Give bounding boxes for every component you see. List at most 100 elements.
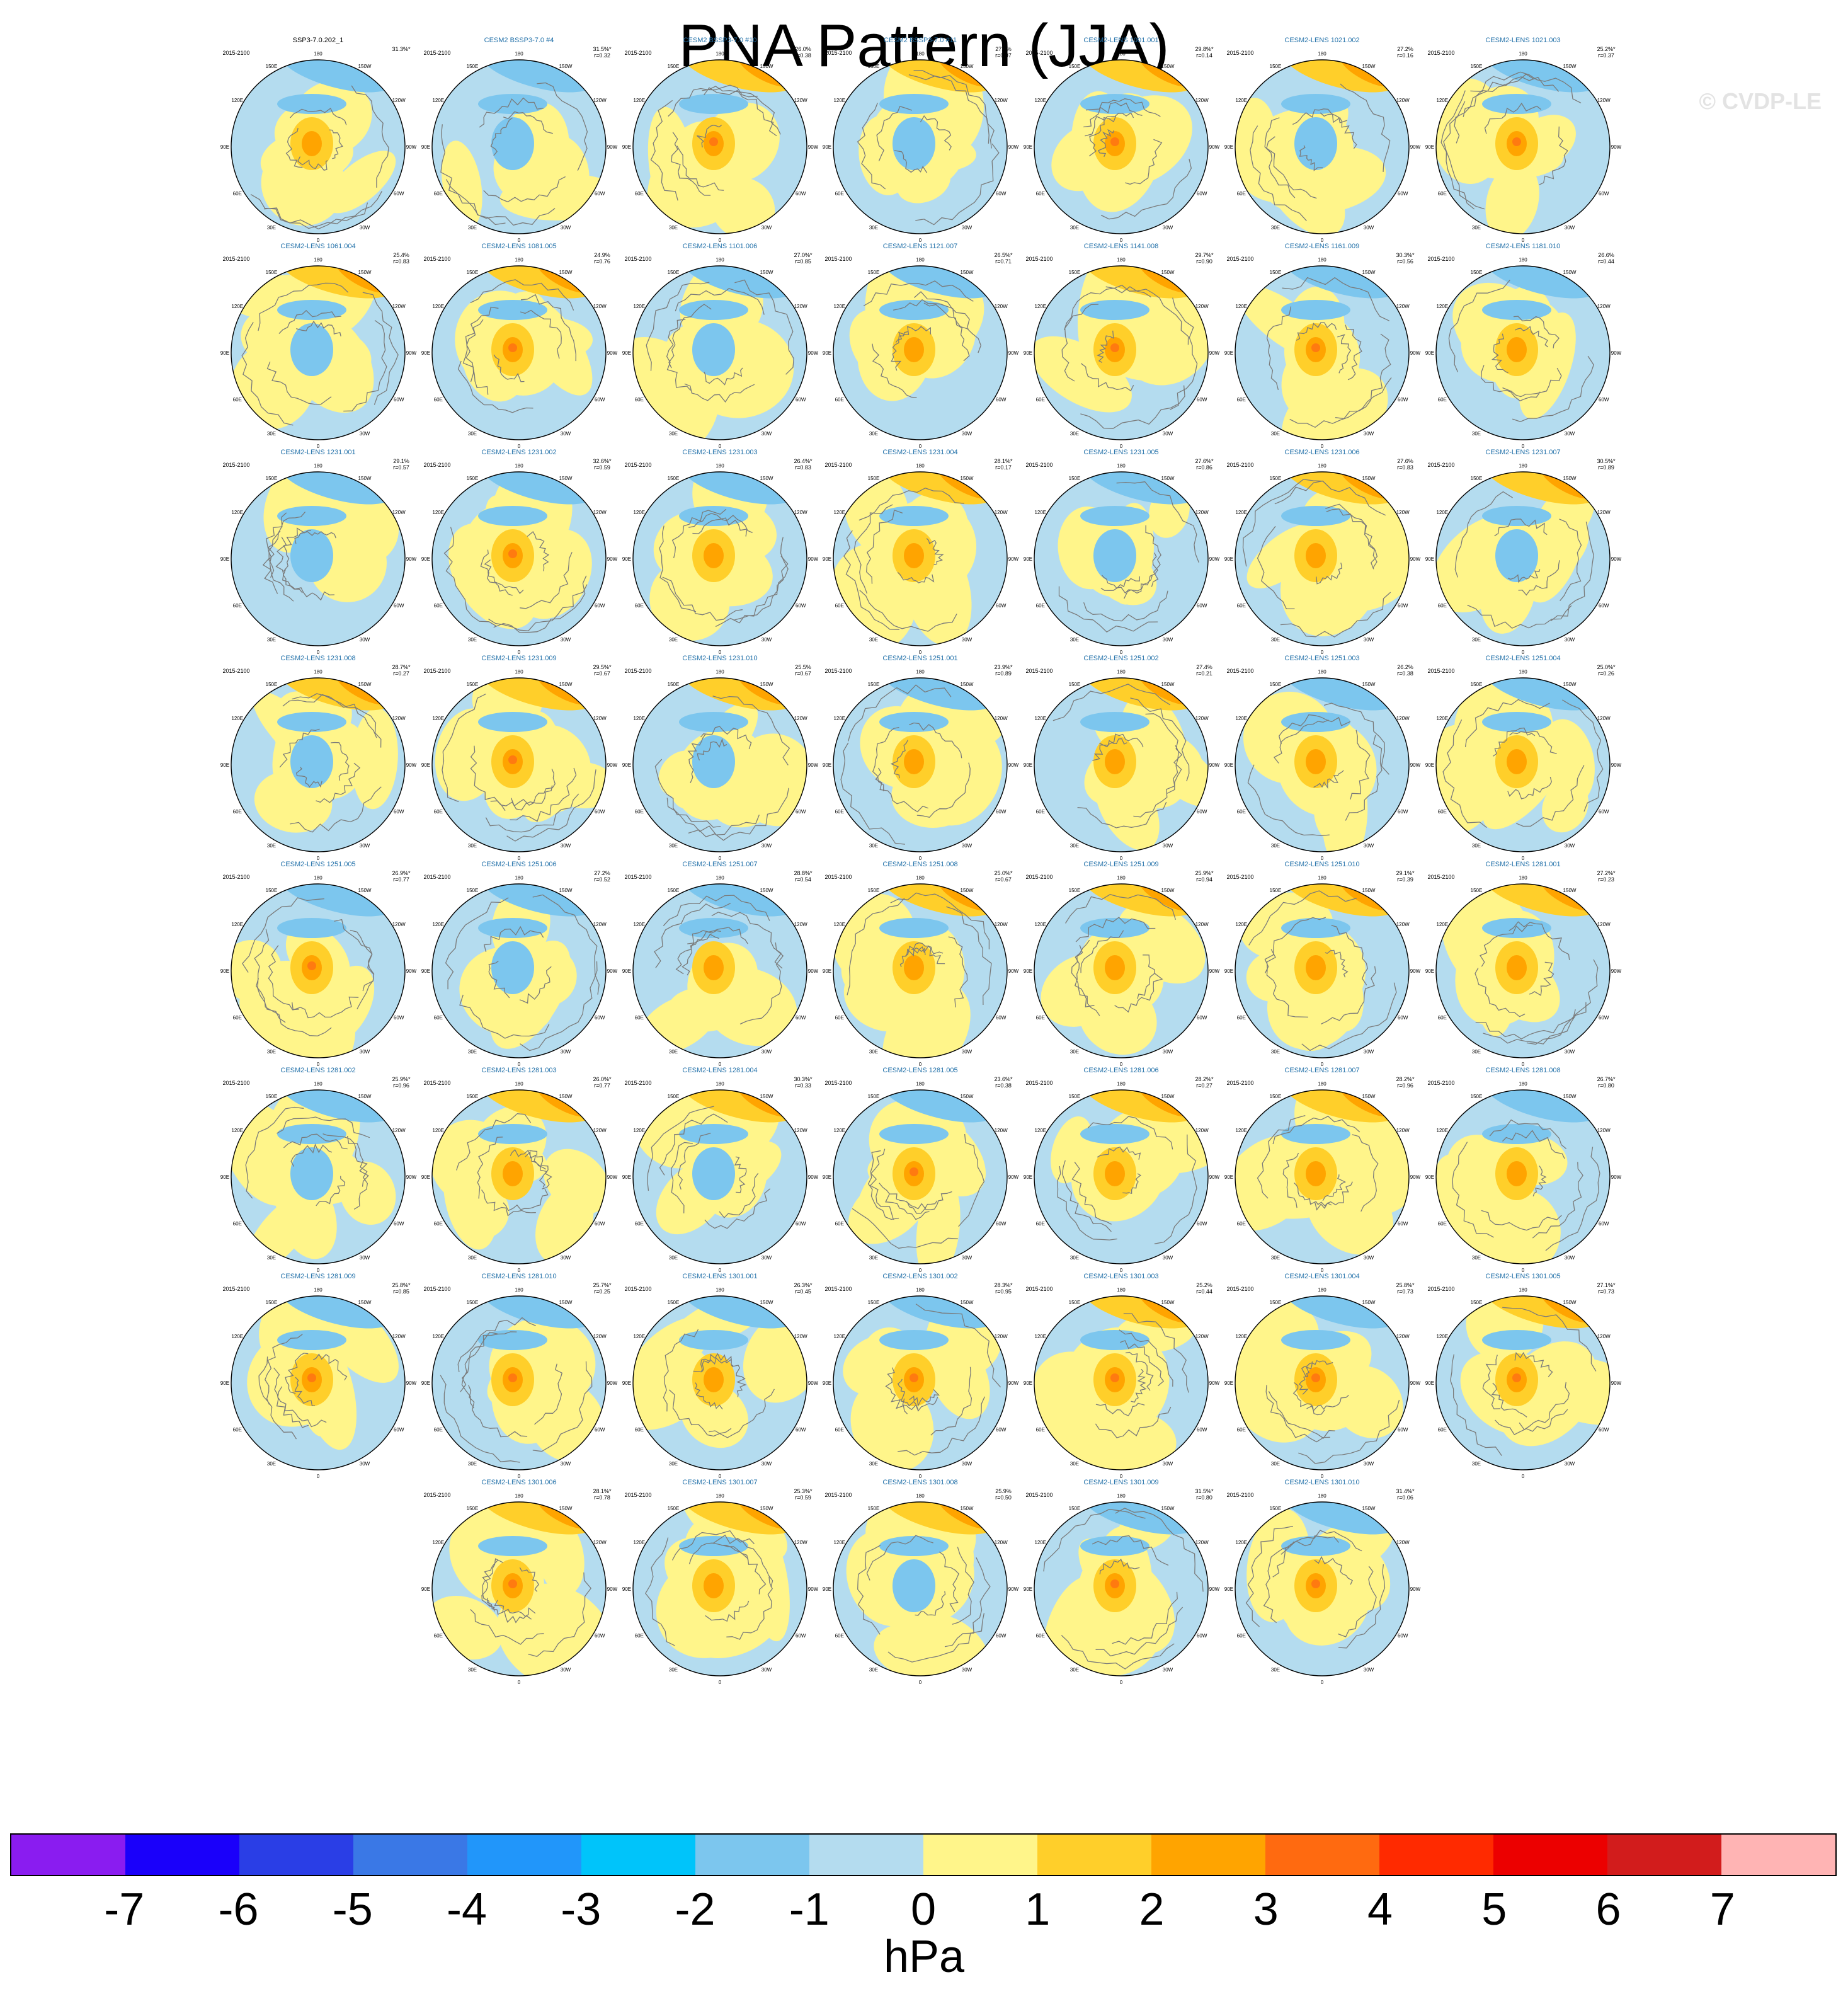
- lon-label: 60E: [635, 397, 644, 403]
- lon-label: 30W: [1364, 225, 1374, 231]
- polar-high-core: [904, 543, 924, 568]
- lon-label: 60E: [835, 397, 844, 403]
- lon-label: 90W: [607, 350, 618, 356]
- map-outline: [1435, 471, 1611, 646]
- lon-label: 30W: [1565, 431, 1575, 437]
- lon-label: 30E: [669, 637, 678, 643]
- lon-label: 90E: [1425, 762, 1434, 768]
- coastlines: [650, 84, 781, 201]
- lon-label: 0: [1321, 238, 1324, 243]
- lon-label: 60W: [595, 603, 605, 609]
- lon-label: 120E: [1235, 304, 1247, 309]
- lon-label: 150E: [266, 64, 278, 69]
- lon-label: 90E: [1425, 144, 1434, 150]
- lon-label: 30E: [1472, 1461, 1481, 1467]
- anomaly-field: [231, 884, 396, 1058]
- panel-title: CESM2-LENS 1251.006: [481, 861, 556, 868]
- lon-label: 120E: [633, 1128, 645, 1133]
- lon-label: 60E: [635, 1427, 644, 1433]
- map-outline: [231, 471, 406, 646]
- lon-label: 0: [317, 1268, 320, 1273]
- lon-label: 120E: [432, 1334, 444, 1339]
- lon-label: 90W: [1410, 762, 1421, 768]
- panel-title: CESM2-LENS 1231.002: [481, 449, 556, 456]
- lon-label: 60W: [796, 191, 806, 197]
- lon-label: 120W: [1396, 1540, 1410, 1545]
- lon-label: 150E: [1069, 682, 1081, 687]
- lon-label: 150W: [1362, 888, 1376, 893]
- lon-label: 120W: [794, 716, 807, 721]
- colorbar-swatch: [1265, 1835, 1379, 1875]
- lon-label: 60E: [434, 191, 443, 197]
- variance-label: 25.0%*: [994, 870, 1013, 876]
- coastlines: [1250, 83, 1391, 222]
- anomaly-field: [633, 1296, 807, 1448]
- lon-label: 90E: [1224, 144, 1233, 150]
- pattern-correlation-label: r=0.59: [795, 1494, 811, 1501]
- pattern-correlation-label: r=0.78: [594, 1494, 610, 1501]
- map-panel: 180 150W 150E 120W 120E 90W 90E 60W 60E 30W 30E 0 CE…: [622, 449, 819, 655]
- coastlines: [847, 892, 992, 1008]
- lon-label: 90E: [1024, 556, 1032, 562]
- panel-title: CESM2-LENS 1281.002: [280, 1067, 355, 1074]
- lon-label: 60E: [635, 809, 644, 815]
- lon-label: 30W: [761, 1049, 772, 1055]
- colorbar-swatch: [11, 1835, 125, 1875]
- pattern-correlation-label: r=0.97: [995, 52, 1012, 59]
- lon-label: 180: [515, 1081, 523, 1087]
- variance-label: 32.6%*: [593, 458, 612, 464]
- lon-label: 120E: [633, 1334, 645, 1339]
- map-outline: [1435, 265, 1611, 440]
- lon-label: 30E: [468, 1049, 477, 1055]
- lon-label: 90W: [1209, 144, 1220, 150]
- lon-label: 150W: [1563, 64, 1577, 69]
- lon-label: 90W: [607, 144, 618, 150]
- period-label: 2015-2100: [423, 1492, 450, 1498]
- map-outline: [1034, 1089, 1209, 1264]
- panel-title: CESM2-LENS 1281.004: [682, 1067, 757, 1074]
- lon-label: 60W: [595, 809, 605, 815]
- lon-label: 150E: [266, 270, 278, 275]
- lon-label: 60W: [595, 397, 605, 403]
- trough-region: [679, 1124, 748, 1144]
- lon-label: 30W: [360, 1049, 370, 1055]
- lon-label: 60E: [635, 1221, 644, 1227]
- coastlines: [857, 70, 1000, 226]
- lon-label: 150E: [868, 64, 880, 69]
- lon-label: 90W: [607, 1380, 618, 1386]
- lon-label: 30W: [1565, 225, 1575, 231]
- trough-region: [478, 918, 547, 938]
- lon-label: 90W: [1008, 144, 1019, 150]
- lon-label: 90W: [1410, 1174, 1421, 1180]
- lon-label: 120E: [432, 510, 444, 515]
- trough-region: [1080, 1536, 1149, 1556]
- lon-label: 60E: [434, 1015, 443, 1021]
- polar-high-core: [904, 337, 924, 362]
- lon-label: 150E: [1471, 64, 1483, 69]
- lon-label: 30E: [1271, 431, 1280, 437]
- lon-label: 150E: [467, 1094, 479, 1099]
- polar-high-peak: [307, 961, 316, 970]
- lon-label: 90W: [808, 762, 819, 768]
- variance-label: 29.8%*: [1195, 46, 1214, 52]
- lon-label: 30E: [267, 637, 276, 643]
- pattern-correlation-label: r=0.86: [1196, 464, 1212, 471]
- lon-label: 120W: [1195, 98, 1209, 103]
- lon-label: 30E: [869, 1049, 878, 1055]
- trough-region: [879, 1330, 949, 1350]
- lon-label: 120W: [392, 922, 406, 927]
- pattern-correlation-label: r=0.14: [1196, 52, 1212, 59]
- panel-title: CESM2 BSSP3-7.0 #4: [484, 37, 554, 44]
- lon-label: 120E: [1436, 98, 1448, 103]
- lon-label: 60W: [595, 191, 605, 197]
- lon-label: 60E: [1237, 191, 1246, 197]
- lon-label: 90W: [406, 1380, 417, 1386]
- positive-region: [1235, 98, 1276, 175]
- map-panel: 180 150W 150E 120W 120E 90W 90E 60W 60E 30W 30E 0 CE…: [1024, 1067, 1220, 1273]
- colorbar-swatch: [1037, 1835, 1151, 1875]
- trough-region: [879, 1124, 949, 1144]
- lon-label: 0: [919, 1062, 922, 1067]
- coastlines: [1266, 277, 1392, 428]
- lon-label: 60W: [1398, 1221, 1408, 1227]
- map-panel: 180 150W 150E 120W 120E 90W 90E 60W 60E 30W 30E 0 CE…: [220, 1273, 417, 1479]
